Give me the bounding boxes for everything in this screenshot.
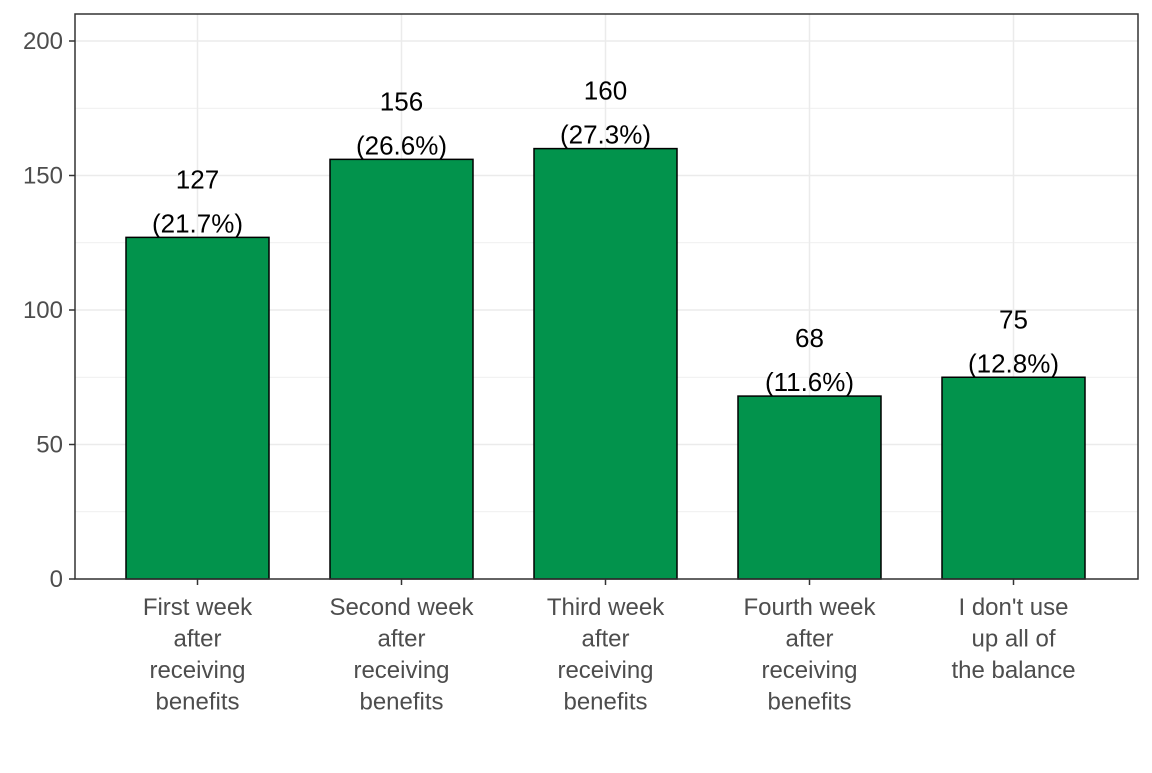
data-label-percent: (27.3%) bbox=[560, 120, 651, 150]
bars bbox=[125, 147, 1086, 580]
x-tick-label-line: benefits bbox=[359, 689, 443, 716]
bar bbox=[125, 236, 270, 580]
bar bbox=[329, 158, 474, 580]
y-tick-label: 200 bbox=[23, 28, 63, 55]
x-tick-label-line: the balance bbox=[951, 657, 1075, 684]
x-tick-label-line: receiving bbox=[557, 657, 653, 684]
panel-border bbox=[74, 13, 1139, 580]
x-tick-label-line: Third week bbox=[547, 594, 665, 621]
y-tick-label: 50 bbox=[36, 432, 63, 459]
x-tick-label: Fourth week after receiving benefits bbox=[743, 594, 876, 716]
data-label-count: 160 bbox=[584, 76, 627, 106]
x-tick-label: I don't use up all of the balance bbox=[951, 594, 1075, 684]
data-label-count: 75 bbox=[999, 304, 1028, 334]
bar bbox=[533, 147, 678, 580]
x-tick-label-line: receiving bbox=[149, 657, 245, 684]
x-tick-label-line: I don't use bbox=[959, 594, 1069, 621]
x-tick-label-line: after bbox=[377, 626, 425, 653]
x-tick-label-line: after bbox=[785, 626, 833, 653]
x-tick-label-line: receiving bbox=[761, 657, 857, 684]
data-label-percent: (11.6%) bbox=[765, 367, 854, 397]
data-labels: 127 (21.7%) 156 (26.6%) 160 (27.3%) 68 (11.6%) 7… bbox=[152, 76, 1059, 397]
x-tick-label: Third week after receiving benefits bbox=[547, 594, 665, 716]
y-tick-label: 100 bbox=[23, 297, 63, 324]
bar bbox=[737, 395, 882, 580]
axes: 0 50 100 150 200 First week after receiving bene… bbox=[23, 13, 1139, 716]
x-tick-label-line: Second week bbox=[329, 594, 474, 621]
x-tick-label: First week after receiving benefits bbox=[143, 594, 253, 716]
x-tick-label-line: First week bbox=[143, 594, 253, 621]
x-tick-label-line: after bbox=[581, 626, 629, 653]
x-tick-label-line: benefits bbox=[767, 689, 851, 716]
data-label-count: 156 bbox=[380, 86, 423, 116]
x-tick-label-line: up all of bbox=[971, 626, 1055, 653]
data-label-count: 68 bbox=[795, 323, 824, 353]
data-label-count: 127 bbox=[176, 164, 219, 194]
x-tick-label-line: benefits bbox=[563, 689, 647, 716]
x-tick-label-line: benefits bbox=[155, 689, 239, 716]
x-tick-label-line: after bbox=[173, 626, 221, 653]
bar bbox=[941, 376, 1086, 580]
data-label-percent: (12.8%) bbox=[968, 348, 1059, 378]
x-tick-label-line: receiving bbox=[353, 657, 449, 684]
data-label-percent: (26.6%) bbox=[356, 130, 447, 160]
y-tick-label: 0 bbox=[50, 566, 63, 593]
x-tick-label-line: Fourth week bbox=[743, 594, 876, 621]
data-label-percent: (21.7%) bbox=[152, 208, 243, 238]
x-tick-label: Second week after receiving benefits bbox=[329, 594, 474, 716]
y-tick-label: 150 bbox=[23, 163, 63, 190]
